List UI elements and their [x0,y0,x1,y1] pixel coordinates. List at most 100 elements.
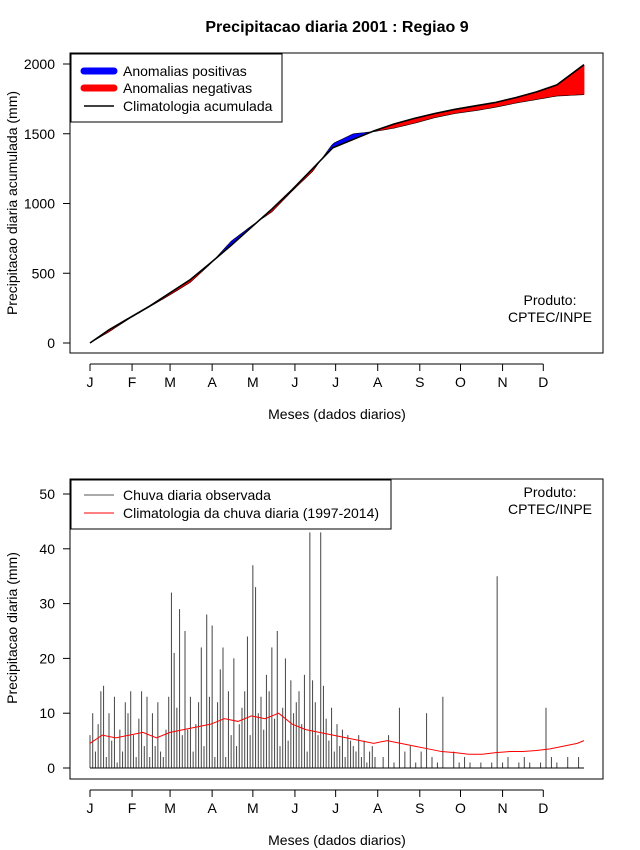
anomaly-segment [423,115,426,121]
anomaly-segment [345,137,347,143]
top-x-tick-label: A [373,374,383,390]
anomaly-segment [546,88,548,98]
anomaly-segment [484,103,487,110]
bottom-y-tick-label: 20 [39,650,55,666]
chart-title: Precipitacao diaria 2001 : Regiao 9 [205,19,468,36]
anomaly-segment [551,86,554,98]
anomaly-segment [555,84,558,97]
anomaly-segment [516,97,518,104]
anomaly-segment [480,104,483,110]
anomaly-segment [476,105,479,111]
anomaly-segment [460,108,463,113]
top-x-tick-label: O [455,374,466,390]
anomaly-segment [404,120,407,126]
anomaly-segment [472,106,475,112]
anomaly-segment [521,95,524,103]
anomaly-segment [537,90,540,100]
anomaly-segment [449,110,452,115]
legend-positive-label: Anomalias positivas [123,63,247,79]
anomaly-segment [441,111,444,117]
bottom-panel: 0 10 20 30 40 50 J F M A M J J A S O N D Meses (dados di… [4,478,604,848]
top-y-tick-label: 2000 [24,56,55,72]
anomaly-segment [502,100,505,106]
anomaly-segment [422,116,425,122]
bottom-x-tick-label: J [332,800,339,816]
top-x-tick-label: D [538,374,548,390]
anomaly-segment [429,114,432,120]
bottom-x-tick-label: F [128,800,137,816]
top-x-tick-label: J [291,374,298,390]
anomaly-segment [478,105,480,111]
anomaly-segment [582,64,585,95]
anomaly-segment [410,119,413,125]
anomaly-segment [541,89,544,99]
top-legend: Anomalias positivas Anomalias negativas … [70,53,283,123]
top-x-tick-label: S [415,374,424,390]
bottom-y-tick-label: 40 [39,541,55,557]
bottom-x-tick-label: D [538,800,548,816]
anomaly-segment [417,117,419,123]
anomaly-segment [575,69,578,96]
anomaly-segment [556,83,559,97]
anomaly-segment [400,121,403,127]
anomaly-segment [544,88,547,99]
anomaly-segment [532,92,535,101]
bottom-x-tick-label: M [164,800,176,816]
anomaly-segment [479,104,482,111]
bottom-x-tick-label: J [291,800,298,816]
anomaly-segment [505,99,508,106]
anomaly-segment [554,85,556,97]
anomaly-segment [455,109,457,114]
top-climatology-line [89,64,585,344]
anomaly-segment [394,123,396,129]
anomaly-segment [482,104,484,110]
anomaly-segment [353,133,356,140]
anomaly-segment [547,87,550,98]
anomaly-segment [550,86,552,98]
bottom-daily-bars [89,532,580,768]
anomaly-segment [406,120,408,126]
anomaly-segment [524,94,527,102]
anomaly-segment [501,100,503,107]
anomaly-segment [563,78,566,96]
anomaly-segment [440,112,442,117]
anomaly-segment [535,91,537,100]
anomaly-segment [574,70,577,96]
anomaly-segment [471,106,474,112]
anomaly-segment [418,117,421,123]
anomaly-segment [509,98,512,105]
anomaly-segment [408,119,411,125]
bottom-product-source: CPTEC/INPE [508,501,592,517]
anomaly-segment [483,104,486,110]
anomaly-segment [571,72,574,96]
anomaly-segment [474,105,476,111]
anomaly-segment [533,92,536,101]
anomaly-segment [452,109,455,115]
bottom-y-axis: 0 10 20 30 40 50 [39,486,71,776]
anomaly-segment [457,108,460,114]
anomaly-segment [578,67,581,95]
top-x-tick-label: J [332,374,339,390]
bottom-x-tick-label: M [247,800,259,816]
anomaly-segment [425,115,427,121]
bottom-legend-box [70,479,392,530]
anomaly-segment [464,107,467,113]
anomaly-segment [470,106,472,112]
anomaly-segment [465,107,468,113]
anomaly-segment [494,102,497,108]
bottom-y-tick-label: 50 [39,486,55,502]
anomaly-segment [512,98,514,104]
bottom-legend: Chuva diaria observada Climatologia da c… [70,479,392,530]
anomaly-segment [506,99,509,106]
anomaly-segment [498,101,501,107]
anomaly-segment [444,111,446,116]
bottom-x-tick-label: J [87,800,94,816]
anomaly-segment [559,81,562,96]
anomaly-segment [539,90,541,100]
anomaly-segment [475,105,478,111]
anomaly-segment [531,93,533,101]
top-x-tick-label: A [207,374,217,390]
anomaly-segment [510,98,513,105]
bottom-product-label: Produto: [524,484,577,500]
